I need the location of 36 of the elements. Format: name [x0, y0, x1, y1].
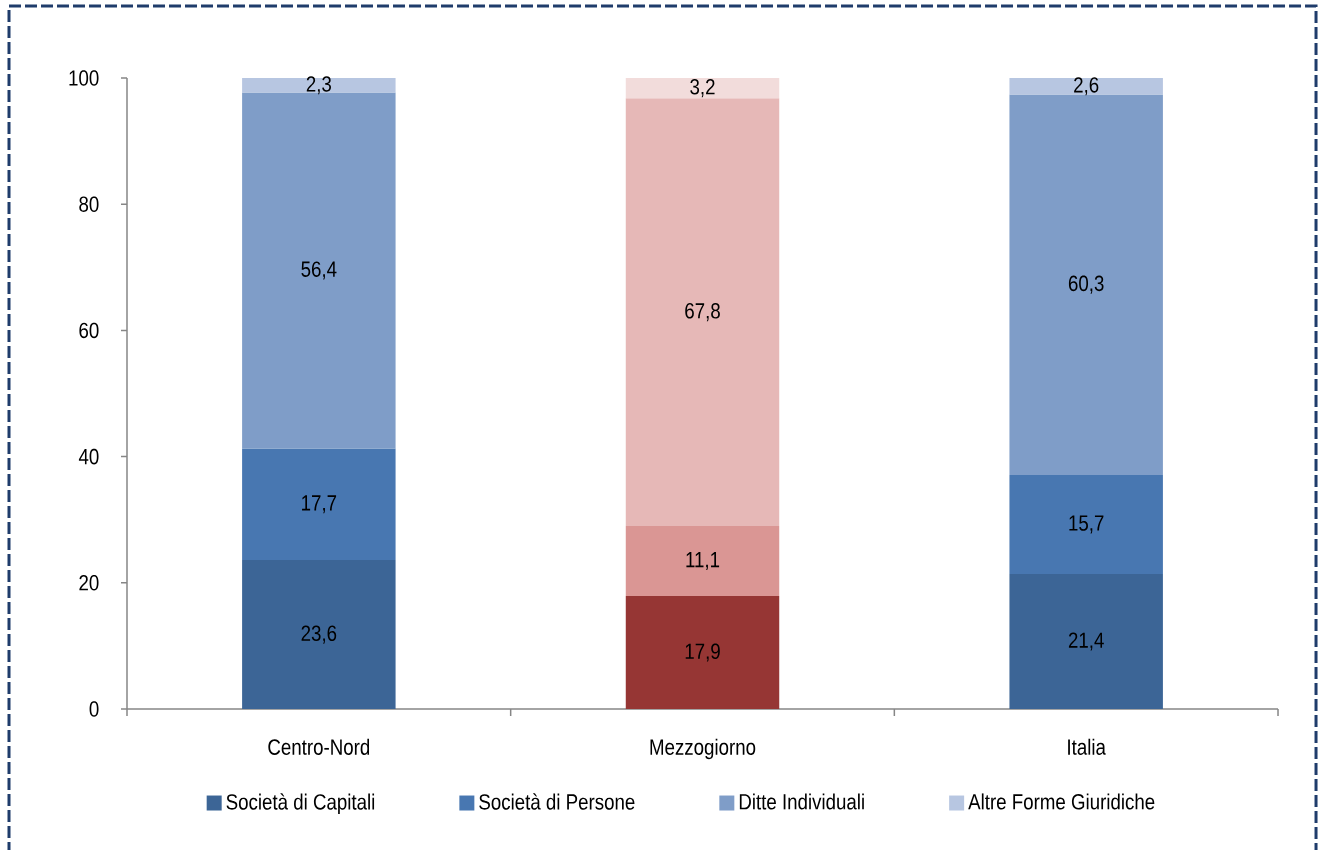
- legend-label: Ditte Individuali: [739, 793, 864, 810]
- bar: [1009, 573, 1163, 709]
- y-tick-label: 80: [79, 196, 99, 212]
- legend-label: Altre Forme Giuridiche: [968, 793, 1155, 810]
- bar: [242, 448, 396, 561]
- bar: [1009, 94, 1163, 475]
- data-label: 15,7: [1069, 515, 1104, 534]
- data-label: 17,9: [685, 643, 720, 662]
- bar: [625, 596, 780, 709]
- data-label: 17,7: [302, 495, 337, 514]
- y-tick-label: 40: [78, 448, 99, 465]
- data-label: 11,1: [686, 552, 720, 571]
- bar: [625, 77, 780, 99]
- data-label: 60,3: [1068, 275, 1104, 294]
- y-tick-label: 0: [89, 701, 99, 717]
- data-label: 67,8: [685, 303, 720, 322]
- bar: [625, 98, 780, 527]
- bar: [1009, 474, 1163, 574]
- data-label: 21,4: [1068, 632, 1104, 651]
- data-label: 56,4: [301, 261, 337, 280]
- legend-label: Società di Persone: [479, 793, 635, 810]
- x-tick-label: Mezzogiorno: [650, 738, 756, 760]
- legend-label: Società di Capitali: [226, 793, 375, 815]
- bar: [625, 526, 780, 597]
- x-tick-label: Italia: [1068, 738, 1106, 755]
- bar: [1009, 77, 1163, 95]
- bar: [242, 77, 396, 93]
- bar: [242, 560, 396, 709]
- data-label: 2,3: [306, 76, 331, 95]
- data-label: 3,2: [690, 79, 715, 98]
- data-label: 23,6: [301, 625, 337, 644]
- y-tick-label: 100: [69, 70, 99, 86]
- data-label: 2,6: [1074, 77, 1099, 96]
- y-tick-label: 60: [79, 322, 99, 339]
- x-tick-label: Centro-Nord: [268, 738, 370, 755]
- y-tick-label: 20: [79, 575, 99, 591]
